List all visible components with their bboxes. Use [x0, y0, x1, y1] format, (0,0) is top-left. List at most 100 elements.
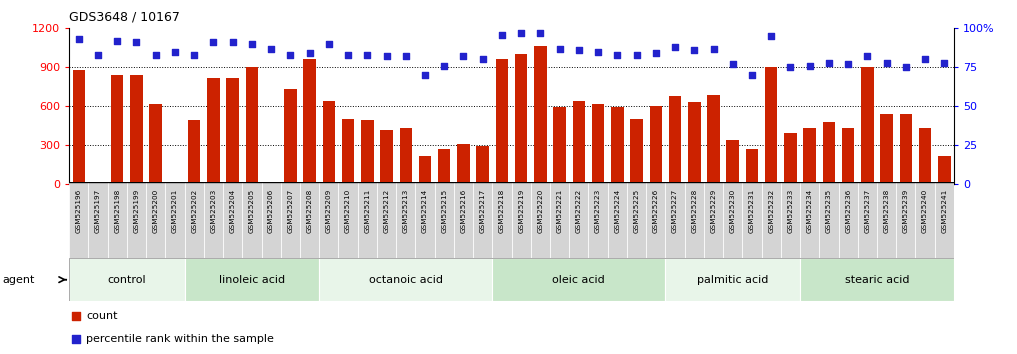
Text: GSM525240: GSM525240 — [922, 189, 929, 233]
Point — [840, 61, 856, 67]
Point — [89, 52, 106, 58]
Text: GSM525222: GSM525222 — [576, 189, 582, 233]
Point — [167, 49, 183, 55]
Text: GSM525215: GSM525215 — [441, 189, 447, 233]
Point — [283, 52, 299, 58]
Text: GSM525209: GSM525209 — [325, 189, 332, 233]
Bar — [188, 120, 200, 184]
Text: GSM525223: GSM525223 — [595, 189, 601, 233]
Bar — [127, 182, 146, 260]
Bar — [130, 75, 142, 184]
Bar — [419, 155, 431, 184]
Bar — [319, 182, 339, 260]
Bar — [784, 133, 796, 184]
Text: GSM525200: GSM525200 — [153, 189, 159, 233]
Bar — [665, 258, 800, 301]
Text: GSM525225: GSM525225 — [634, 189, 640, 233]
Text: GSM525212: GSM525212 — [383, 189, 390, 233]
Bar — [184, 258, 319, 301]
Text: GSM525213: GSM525213 — [403, 189, 409, 233]
Point — [494, 32, 511, 38]
Point — [551, 46, 567, 51]
Bar — [184, 182, 203, 260]
Bar — [608, 182, 626, 260]
Bar — [434, 182, 454, 260]
Bar — [823, 122, 835, 184]
Bar — [745, 149, 759, 184]
Point — [821, 60, 837, 65]
Bar — [803, 128, 816, 184]
Point — [879, 60, 895, 65]
Point — [301, 50, 317, 56]
Bar — [723, 182, 742, 260]
Bar — [242, 182, 261, 260]
Point — [225, 40, 241, 45]
Bar — [650, 106, 662, 184]
Bar — [611, 108, 623, 184]
Point — [417, 72, 433, 78]
Text: GSM525231: GSM525231 — [749, 189, 755, 233]
Text: linoleic acid: linoleic acid — [219, 275, 285, 285]
Text: GSM525229: GSM525229 — [711, 189, 717, 233]
Text: GSM525198: GSM525198 — [114, 189, 120, 233]
Bar — [665, 182, 684, 260]
Bar — [438, 149, 451, 184]
Point — [456, 53, 472, 59]
Bar — [861, 67, 874, 184]
Text: GSM525234: GSM525234 — [806, 189, 813, 233]
Bar — [626, 182, 646, 260]
Text: palmitic acid: palmitic acid — [697, 275, 769, 285]
Bar — [726, 140, 739, 184]
Bar — [380, 130, 393, 184]
Text: GSM525220: GSM525220 — [537, 189, 543, 233]
Bar — [342, 119, 354, 184]
Bar — [207, 78, 220, 184]
Text: octanoic acid: octanoic acid — [369, 275, 442, 285]
Text: GSM525199: GSM525199 — [133, 189, 139, 233]
Bar — [938, 155, 951, 184]
Point — [629, 52, 645, 58]
Text: GSM525227: GSM525227 — [672, 189, 678, 233]
Bar — [534, 46, 547, 184]
Bar — [473, 182, 492, 260]
Bar — [72, 70, 85, 184]
Text: GSM525233: GSM525233 — [787, 189, 793, 233]
Text: GSM525241: GSM525241 — [942, 189, 947, 233]
Bar — [227, 78, 239, 184]
Point — [724, 61, 740, 67]
Bar — [550, 182, 570, 260]
Bar — [800, 182, 820, 260]
Point — [475, 57, 491, 62]
Text: count: count — [86, 311, 118, 321]
Point — [763, 33, 779, 39]
Bar — [361, 120, 373, 184]
Text: GSM525211: GSM525211 — [364, 189, 370, 233]
Point — [68, 336, 84, 342]
Text: GSM525219: GSM525219 — [519, 189, 524, 233]
Bar — [111, 75, 123, 184]
Bar — [69, 258, 184, 301]
Bar — [300, 182, 319, 260]
Bar — [223, 182, 242, 260]
Text: GSM525217: GSM525217 — [480, 189, 486, 233]
Point — [398, 53, 414, 59]
Bar — [400, 128, 412, 184]
Bar — [589, 182, 608, 260]
Point — [686, 47, 703, 53]
Point — [609, 52, 625, 58]
Text: GSM525207: GSM525207 — [288, 189, 293, 233]
Bar — [492, 258, 665, 301]
Text: control: control — [108, 275, 146, 285]
Bar — [684, 182, 704, 260]
Bar — [707, 95, 720, 184]
Text: GSM525203: GSM525203 — [211, 189, 217, 233]
Bar — [631, 119, 643, 184]
Bar — [918, 128, 932, 184]
Text: GSM525224: GSM525224 — [614, 189, 620, 233]
Bar — [553, 108, 565, 184]
Text: GSM525196: GSM525196 — [76, 189, 81, 233]
Bar — [458, 144, 470, 184]
Bar — [742, 182, 762, 260]
Bar — [573, 101, 585, 184]
Bar — [166, 182, 184, 260]
